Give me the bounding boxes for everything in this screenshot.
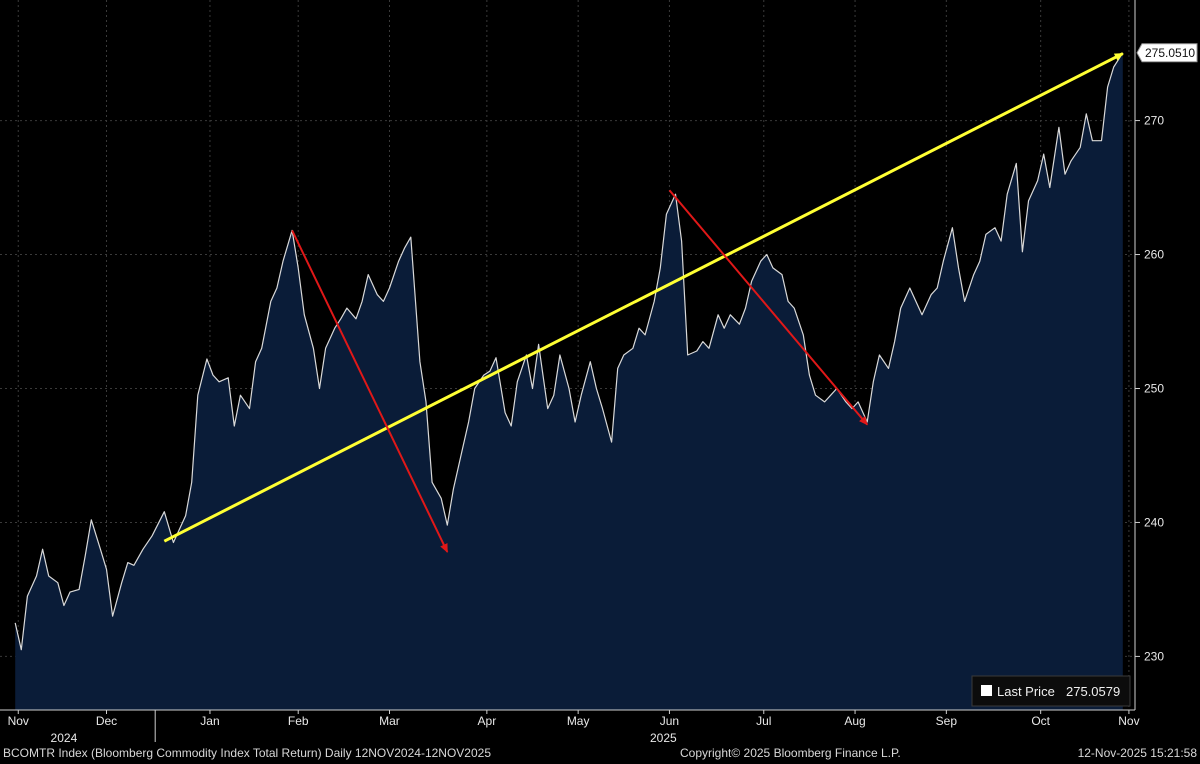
legend-box [971,675,1131,707]
legend-label: Last Price [997,684,1055,699]
x-tick-label: Dec [96,714,117,728]
x-tick-label: Mar [379,714,400,728]
y-tick-label: 230 [1144,649,1164,663]
footer-security-description: BCOMTR Index (Bloomberg Commodity Index … [3,746,491,760]
y-tick-label: 270 [1144,114,1164,128]
year-label: 2025 [650,731,677,745]
trend-arrows [163,52,1124,553]
footer-timestamp: 12-Nov-2025 15:21:58 [1078,746,1198,760]
x-tick-label: Nov [8,714,29,728]
x-axis-ticks: Nov Dec Jan Feb Mar Apr May Jun Jul Aug Sep Oct Nov 2… [8,710,1140,745]
legend-swatch-icon [981,685,992,696]
legend: Last Price 275.0579 [971,675,1131,707]
x-tick-label: Apr [478,714,497,728]
last-price-tag-shape [1136,43,1198,63]
last-price-tag: 275.0510 [1136,43,1198,63]
x-tick-label: Jan [200,714,219,728]
trend-arrow-red-1 [291,229,449,553]
x-tick-label: Sep [936,714,958,728]
price-area [14,52,1124,711]
last-price-tag-value: 275.0510 [1145,46,1195,60]
x-tick-label: May [567,714,590,728]
x-tick-label: Nov [1118,714,1139,728]
y-tick-label: 250 [1144,381,1164,395]
x-tick-label: Jul [756,714,771,728]
y-tick-label: 240 [1144,515,1164,529]
footer-copyright: Copyright© 2025 Bloomberg Finance L.P. [680,746,901,760]
series-line [14,52,1124,651]
trend-arrow-red-2 [668,189,868,426]
year-label: 2024 [51,731,78,745]
x-tick-label: Jun [660,714,679,728]
y-axis-ticks: 230 240 250 260 270 [1135,114,1164,663]
x-tick-label: Aug [844,714,865,728]
x-tick-label: Oct [1031,714,1050,728]
legend-value: 275.0579 [1066,684,1120,699]
x-tick-label: Feb [288,714,309,728]
y-tick-label: 260 [1144,248,1164,262]
trend-arrow-yellow [163,52,1124,543]
series-area-fill [15,52,1123,711]
